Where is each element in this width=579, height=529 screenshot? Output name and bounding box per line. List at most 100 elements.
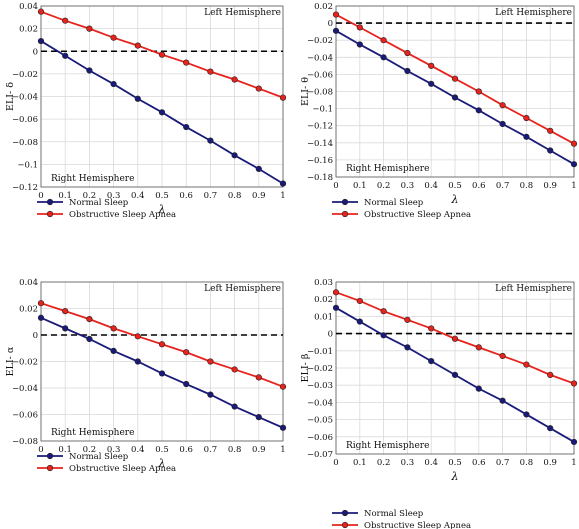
y-tick-label: −0.06 — [12, 115, 38, 125]
data-point-obstructive-sleep-apnea — [86, 25, 93, 32]
x-tick-label: 1 — [280, 445, 285, 455]
x-tick-label: 0.6 — [472, 181, 486, 191]
y-tick-label: 0.02 — [314, 295, 333, 305]
data-point-normal-sleep — [499, 120, 506, 128]
x-tick-label: 1 — [280, 191, 285, 201]
x-tick-label: 0.7 — [496, 181, 510, 191]
x-tick-label: 0.1 — [353, 181, 367, 191]
data-point-normal-sleep — [570, 161, 578, 168]
x-tick-label: 0.7 — [496, 458, 510, 468]
x-axis-label: λ — [158, 457, 166, 470]
data-point-normal-sleep — [428, 80, 435, 87]
data-point-obstructive-sleep-apnea — [255, 374, 262, 381]
x-tick-label: 0.5 — [448, 181, 462, 191]
data-point-normal-sleep — [279, 424, 287, 431]
data-point-obstructive-sleep-apnea — [475, 88, 482, 95]
x-tick-label: 1 — [571, 181, 576, 191]
data-point-obstructive-sleep-apnea — [570, 140, 578, 147]
data-point-obstructive-sleep-apnea — [255, 85, 262, 92]
legend-swatch-marker — [46, 464, 54, 472]
x-tick-label: 0.2 — [83, 445, 97, 455]
data-point-obstructive-sleep-apnea — [62, 17, 69, 24]
y-tick-label: −0.12 — [307, 122, 333, 132]
data-point-obstructive-sleep-apnea — [475, 344, 482, 351]
x-tick-label: 0.2 — [83, 191, 97, 201]
plot-frame — [335, 281, 575, 455]
legend-label: Obstructive Sleep Apnea — [69, 210, 176, 220]
data-point-normal-sleep — [255, 414, 262, 421]
x-tick-label: 0.4 — [424, 181, 438, 191]
data-point-obstructive-sleep-apnea — [404, 49, 411, 57]
legend-label: Normal Sleep — [364, 198, 424, 208]
x-tick-label: 0.1 — [58, 445, 72, 455]
data-point-normal-sleep — [62, 52, 69, 59]
y-tick-label: −0.1 — [312, 105, 333, 115]
data-point-obstructive-sleep-apnea — [451, 335, 459, 342]
x-tick-label: 0.8 — [520, 458, 534, 468]
data-point-obstructive-sleep-apnea — [499, 102, 506, 109]
x-tick-label: 0.6 — [179, 191, 193, 201]
data-point-normal-sleep — [183, 380, 190, 388]
legend: Normal Sleep Obstructive Sleep Apnea — [37, 452, 176, 474]
data-point-obstructive-sleep-apnea — [37, 8, 45, 15]
data-point-normal-sleep — [110, 347, 117, 355]
x-tick-label: 0.3 — [107, 191, 121, 201]
x-axis-label: λ — [451, 193, 459, 206]
legend: Normal Sleep Obstructive Sleep Apnea — [332, 198, 471, 220]
x-tick-label: 1 — [571, 458, 576, 468]
data-point-obstructive-sleep-apnea — [279, 383, 287, 390]
x-tick-label: 0.2 — [377, 181, 391, 191]
x-tick-label: 0.5 — [448, 458, 462, 468]
x-tick-label: 0.4 — [424, 458, 438, 468]
data-point-normal-sleep — [279, 180, 287, 187]
data-point-obstructive-sleep-apnea — [158, 51, 166, 58]
data-point-obstructive-sleep-apnea — [547, 127, 554, 134]
data-point-obstructive-sleep-apnea — [62, 308, 69, 315]
y-tick-label: −0.03 — [307, 381, 333, 391]
data-point-obstructive-sleep-apnea — [86, 316, 93, 323]
legend-label: Normal Sleep — [69, 452, 129, 462]
y-tick-label: −0.01 — [307, 347, 333, 357]
data-point-normal-sleep — [380, 332, 387, 339]
data-point-normal-sleep — [207, 137, 214, 144]
y-tick-label: −0.06 — [12, 411, 38, 421]
data-point-normal-sleep — [183, 123, 190, 131]
data-point-normal-sleep — [475, 107, 482, 114]
data-point-obstructive-sleep-apnea — [451, 75, 459, 82]
data-point-normal-sleep — [207, 391, 214, 398]
x-tick-label: 0 — [333, 458, 338, 468]
annotation-right-hemisphere: Right Hemisphere — [51, 428, 134, 438]
data-point-obstructive-sleep-apnea — [428, 325, 435, 332]
y-tick-label: −0.08 — [12, 138, 38, 148]
data-point-obstructive-sleep-apnea — [134, 333, 141, 340]
legend-label: Normal Sleep — [69, 198, 129, 208]
data-point-obstructive-sleep-apnea — [207, 358, 214, 365]
legend-swatch-marker — [341, 198, 349, 206]
data-point-normal-sleep — [134, 95, 141, 102]
data-point-obstructive-sleep-apnea — [356, 297, 363, 305]
y-tick-label: −0.08 — [12, 437, 38, 447]
annotation-right-hemisphere: Right Hemisphere — [346, 441, 429, 451]
legend-label: Obstructive Sleep Apnea — [364, 521, 471, 529]
data-point-normal-sleep — [547, 425, 554, 432]
x-tick-label: 0.8 — [520, 181, 534, 191]
y-tick-label: −0.02 — [12, 70, 38, 80]
data-point-normal-sleep — [37, 37, 45, 45]
data-point-obstructive-sleep-apnea — [404, 316, 411, 323]
data-point-normal-sleep — [158, 109, 166, 116]
chart-panel-4: 0.03 0.02 0.01 0 −0.01 −0.02 −0.03 −0.04 −0.05 −0… — [300, 278, 578, 529]
legend-label: Obstructive Sleep Apnea — [364, 210, 471, 220]
x-tick-label: 0 — [333, 181, 338, 191]
y-tick-label: −0.02 — [12, 358, 38, 368]
legend-swatch-marker — [341, 210, 349, 218]
annotation-left-hemisphere: Left Hemisphere — [204, 284, 281, 294]
x-tick-label: 0.3 — [401, 458, 415, 468]
data-point-obstructive-sleep-apnea — [570, 380, 578, 387]
y-tick-label: −0.06 — [307, 70, 333, 80]
data-point-normal-sleep — [86, 335, 93, 343]
chart-panel-3: 0.040.020−0.02−0.04−0.06−0.080 0.1 0.2 0.3 0… — [5, 278, 287, 474]
data-point-obstructive-sleep-apnea — [231, 366, 238, 373]
y-tick-label: −0.02 — [307, 364, 333, 374]
y-tick-label: 0.02 — [19, 305, 38, 315]
